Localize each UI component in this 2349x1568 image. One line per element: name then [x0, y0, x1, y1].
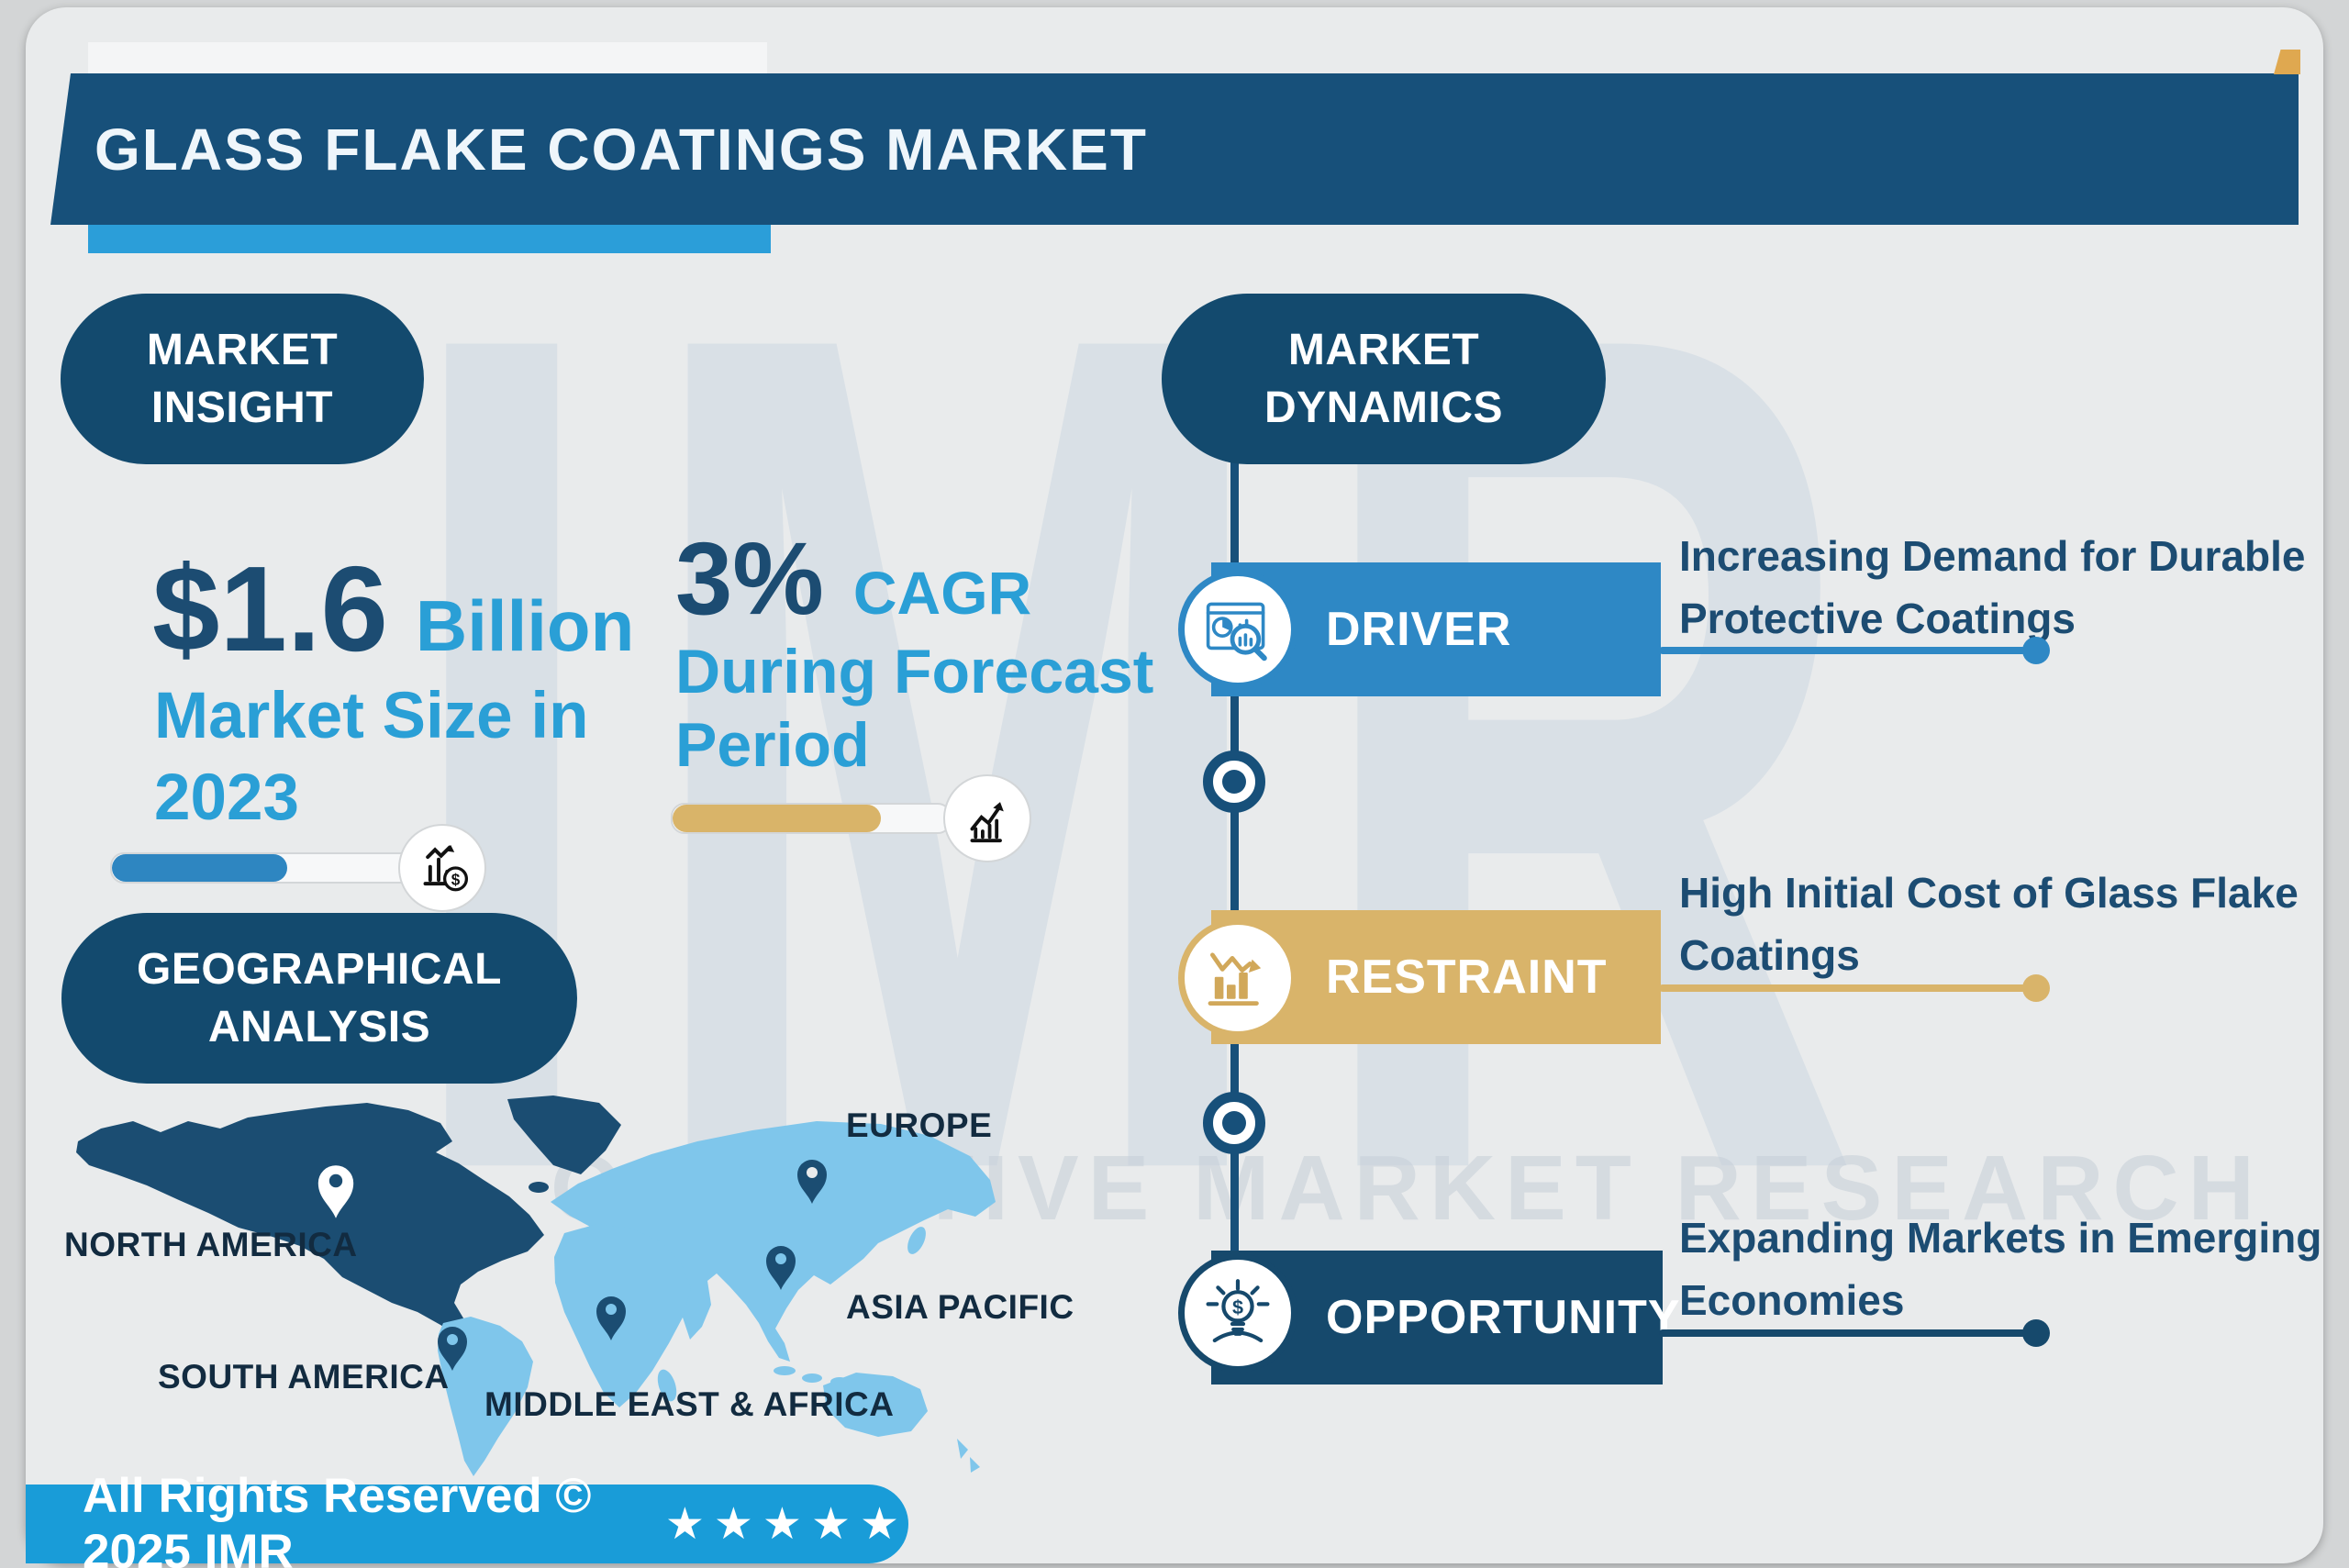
- timeline-node-1: [1203, 751, 1265, 813]
- declining-chart-icon: [1178, 918, 1297, 1038]
- opportunity-text-line1: Expanding Markets in Emerging: [1679, 1214, 2322, 1262]
- cagr-value: 3% CAGR: [675, 519, 1031, 638]
- map-pin-asia-pacific: [766, 1246, 796, 1290]
- opportunity-text: Expanding Markets in Emerging Economies: [1679, 1207, 2321, 1331]
- market-dynamics-heading: MARKET DYNAMICS: [1162, 294, 1606, 464]
- timeline-node-2: [1203, 1092, 1265, 1154]
- footer-bar: All Rights Reserved © 2025 IMR ★★★★★: [26, 1469, 908, 1568]
- driver-text: Increasing Demand for Durable Protective…: [1679, 525, 2306, 650]
- continent-australia: [823, 1373, 980, 1473]
- bulb-dollar-icon: $: [1178, 1253, 1297, 1373]
- market-size-number: $1.6: [152, 541, 388, 676]
- header-highlight-strip: [88, 42, 767, 73]
- driver-connector-line: [1659, 647, 2026, 654]
- restraint-text-line2: Coatings: [1679, 931, 1860, 979]
- market-size-unit: Billion: [415, 585, 635, 666]
- analytics-magnifier-icon: [1178, 570, 1297, 689]
- map-pin-europe: [797, 1160, 827, 1204]
- region-label-north-america: NORTH AMERICA: [64, 1226, 358, 1263]
- market-size-progress-fill: [112, 854, 287, 882]
- title-underline-stripe: [88, 225, 771, 253]
- driver-text-line2: Protective Coatings: [1679, 595, 2076, 642]
- geo-heading-line2: ANALYSIS: [207, 1003, 431, 1051]
- page-title: GLASS FLAKE COATINGS MARKET: [95, 116, 1148, 183]
- continent-north-america: [76, 1095, 621, 1340]
- market-size-caption: Market Size in 2023: [154, 675, 589, 839]
- cagr-progress-bar: [671, 803, 952, 834]
- opportunity-connector-line: [1659, 1329, 2026, 1337]
- market-insight-heading-line2: INSIGHT: [150, 384, 334, 432]
- world-map: [76, 1095, 996, 1476]
- geographical-analysis-heading: GEOGRAPHICAL ANALYSIS: [61, 913, 577, 1084]
- title-banner: GLASS FLAKE COATINGS MARKET: [50, 73, 2299, 225]
- market-size-caption-line1: Market Size in: [154, 680, 589, 752]
- map-pin-middle-east-africa: [596, 1296, 626, 1340]
- driver-text-line1: Increasing Demand for Durable: [1679, 532, 2306, 580]
- driver-label: DRIVER: [1326, 603, 1512, 656]
- region-label-europe: EUROPE: [846, 1106, 993, 1144]
- dynamics-heading-line1: MARKET: [1287, 325, 1480, 374]
- region-label-south-america: SOUTH AMERICA: [158, 1358, 450, 1396]
- market-size-progress-bar: [110, 852, 444, 884]
- map-pin-north-america: [317, 1165, 354, 1218]
- driver-bar: DRIVER: [1211, 562, 1661, 696]
- market-insight-heading: MARKET INSIGHT: [61, 294, 424, 464]
- cagr-caption-line1: During Forecast: [675, 637, 1154, 706]
- region-label-asia-pacific: ASIA PACIFIC: [846, 1288, 1074, 1326]
- rating-stars: ★★★★★: [664, 1498, 908, 1550]
- market-insight-heading-line1: MARKET: [146, 325, 339, 374]
- restraint-text-line1: High Initial Cost of Glass Flake: [1679, 869, 2299, 917]
- dynamics-timeline: [1230, 461, 1239, 1314]
- restraint-label: RESTRAINT: [1326, 951, 1608, 1004]
- cagr-progress-fill: [673, 805, 881, 832]
- growth-arrow-icon: [943, 774, 1031, 862]
- restraint-text: High Initial Cost of Glass Flake Coating…: [1679, 862, 2299, 986]
- region-label-middle-east-africa: MIDDLE EAST & AFRICA: [484, 1385, 895, 1423]
- continent-eurasia: [551, 1121, 996, 1386]
- geo-heading-line1: GEOGRAPHICAL: [136, 944, 502, 994]
- market-size-value: $1.6 Billion: [152, 539, 634, 678]
- restraint-connector-line: [1659, 984, 2026, 992]
- opportunity-label: OPPORTUNITY: [1326, 1291, 1681, 1344]
- svg-text:$: $: [1232, 1296, 1243, 1318]
- market-size-caption-line2: 2023: [154, 762, 299, 834]
- opportunity-text-line2: Economies: [1679, 1276, 1905, 1324]
- copyright-text: All Rights Reserved © 2025 IMR: [83, 1469, 592, 1568]
- cagr-label: CAGR: [852, 559, 1032, 627]
- cagr-number: 3%: [675, 521, 824, 636]
- restraint-bar: RESTRAINT: [1211, 910, 1661, 1044]
- map-pin-south-america: [438, 1327, 467, 1371]
- cagr-caption-line2: Period: [675, 710, 870, 780]
- watermark-letters: IMR: [395, 85, 1890, 1420]
- bar-chart-dollar-icon: $: [398, 824, 486, 912]
- svg-text:$: $: [451, 870, 461, 888]
- cagr-caption: During Forecast Period: [675, 635, 1153, 782]
- dynamics-heading-line2: DYNAMICS: [1264, 384, 1503, 432]
